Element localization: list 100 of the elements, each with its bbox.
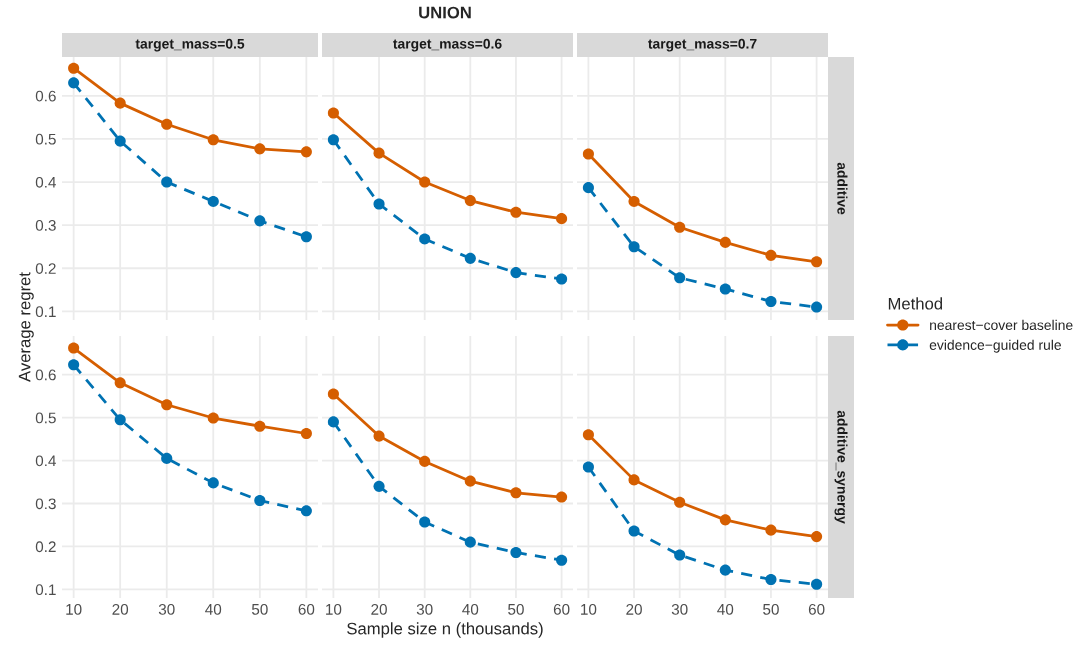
point [207,412,219,424]
x-tick-label: 40 [205,603,222,615]
point [419,233,431,245]
point [674,272,686,284]
point [207,134,219,146]
point [674,549,686,561]
point [464,195,476,207]
x-tick-label: 50 [763,603,779,615]
point [161,399,173,411]
y-tick-label: 0.4 [35,455,56,467]
y-tick-label: 0.5 [35,412,56,424]
point [419,176,431,188]
y-tick-label: 0.5 [35,133,56,145]
y-tick-label: 0.4 [35,176,56,188]
y2-axis-title: additive [837,162,848,215]
x-tick-label: 60 [553,603,570,615]
point [765,573,777,586]
point [765,249,777,261]
legend-title: Method [888,297,943,310]
point [674,496,686,508]
point [556,273,568,285]
point [719,514,731,526]
point [628,241,640,253]
point [161,118,173,130]
point [582,182,594,194]
point [373,147,385,159]
point [582,429,594,441]
x-tick-label: 40 [462,603,479,615]
point [327,388,339,400]
y-tick-label: 0.3 [35,498,56,510]
point [373,430,385,442]
point [510,267,522,279]
point [161,176,173,188]
legend-label: nearest−cover baseline [930,319,1073,331]
x-tick-label: 20 [626,603,642,615]
point [114,377,126,389]
x-tick-label: 30 [671,603,688,615]
point [464,536,476,548]
chart-subtitle: target_mass=0.5 [135,38,245,52]
point [719,283,731,295]
chart-subtitle: target_mass=0.7 [648,38,757,52]
point [327,107,339,119]
x-tick-label: 30 [416,603,433,615]
x-tick-label: 10 [326,603,342,615]
point [556,491,568,503]
point [811,301,823,313]
point [300,146,312,158]
point [719,564,731,576]
point [719,236,731,248]
point [114,97,126,109]
legend-label: evidence−guided rule [929,339,1061,353]
point [68,342,80,354]
point [300,505,312,517]
y2-axis-title: additive_synergy [834,410,848,524]
point [582,148,594,160]
point [419,516,431,528]
point [68,77,80,89]
x-tick-label: 10 [66,603,82,615]
point [419,455,431,467]
y-tick-label: 0.3 [35,220,56,231]
point [510,206,522,218]
point [510,546,522,559]
y-tick-label: 0.1 [35,584,56,596]
x-tick-label: 20 [371,603,387,615]
point [556,554,568,566]
point [68,62,80,74]
y-tick-label: 0.6 [35,90,56,102]
y-tick-label: 0.2 [35,263,56,274]
y-tick-label: 0.6 [35,369,56,381]
point [300,427,312,440]
x-tick-label: 60 [808,603,825,615]
point [628,525,640,537]
x-tick-label: 50 [251,603,268,615]
point [327,416,339,428]
point [628,195,640,207]
y-tick-label: 0.2 [35,541,56,553]
point [114,414,126,426]
point [674,221,686,233]
point [464,475,476,487]
point [254,215,266,227]
point [811,578,823,590]
point [254,143,266,155]
x-axis-title: Sample size n (thousands) [347,622,543,638]
point [556,213,568,225]
point [114,135,126,147]
point [68,359,80,371]
point [464,252,476,264]
point [373,480,385,492]
point [510,487,522,499]
x-tick-label: 50 [508,603,524,615]
point [765,295,777,308]
y-axis-title: Average regret [18,272,34,382]
point [373,198,385,210]
point [300,231,312,243]
y-tick-label: 0.1 [35,306,56,318]
point [207,477,219,489]
point [207,195,219,207]
x-tick-label: 40 [717,603,734,615]
x-tick-label: 20 [112,603,129,615]
chart-title: UNION [419,6,471,19]
